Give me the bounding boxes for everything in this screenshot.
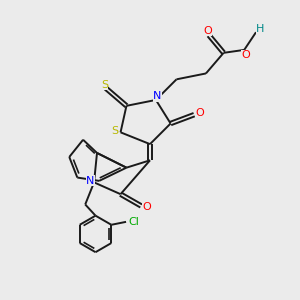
Text: O: O (203, 26, 212, 36)
Text: O: O (196, 108, 204, 118)
Text: Cl: Cl (129, 217, 140, 227)
Text: O: O (143, 202, 152, 212)
Text: S: S (101, 80, 108, 90)
Text: H: H (256, 24, 265, 34)
Text: N: N (153, 92, 161, 101)
Text: N: N (86, 176, 95, 186)
Text: O: O (241, 50, 250, 60)
Text: S: S (112, 126, 119, 136)
